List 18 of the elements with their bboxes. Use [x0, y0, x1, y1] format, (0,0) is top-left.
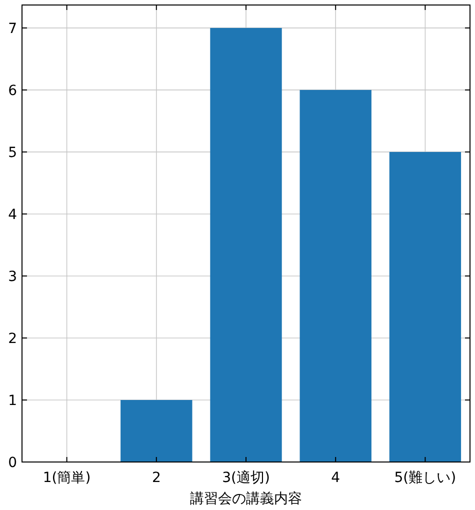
- y-tick-label: 0: [8, 455, 17, 471]
- x-tick-label: 4: [331, 470, 340, 486]
- x-tick-label: 3(適切): [222, 470, 270, 486]
- y-tick-label: 7: [8, 20, 17, 37]
- y-tick-label: 2: [8, 330, 17, 347]
- x-axis-title: 講習会の講義内容: [190, 491, 302, 507]
- bar: [120, 400, 192, 462]
- x-tick-label: 2: [152, 470, 161, 486]
- y-tick-label: 1: [8, 392, 17, 409]
- y-tick-label: 6: [8, 82, 18, 99]
- x-tick-label: 5(難しい): [394, 470, 456, 486]
- bar: [210, 28, 282, 462]
- bar: [300, 90, 372, 462]
- x-tick-label: 1(簡単): [42, 470, 91, 486]
- bar: [389, 152, 462, 462]
- y-tick-label: 3: [8, 268, 17, 285]
- y-tick-label: 5: [8, 144, 17, 161]
- y-tick-label: 4: [8, 206, 18, 223]
